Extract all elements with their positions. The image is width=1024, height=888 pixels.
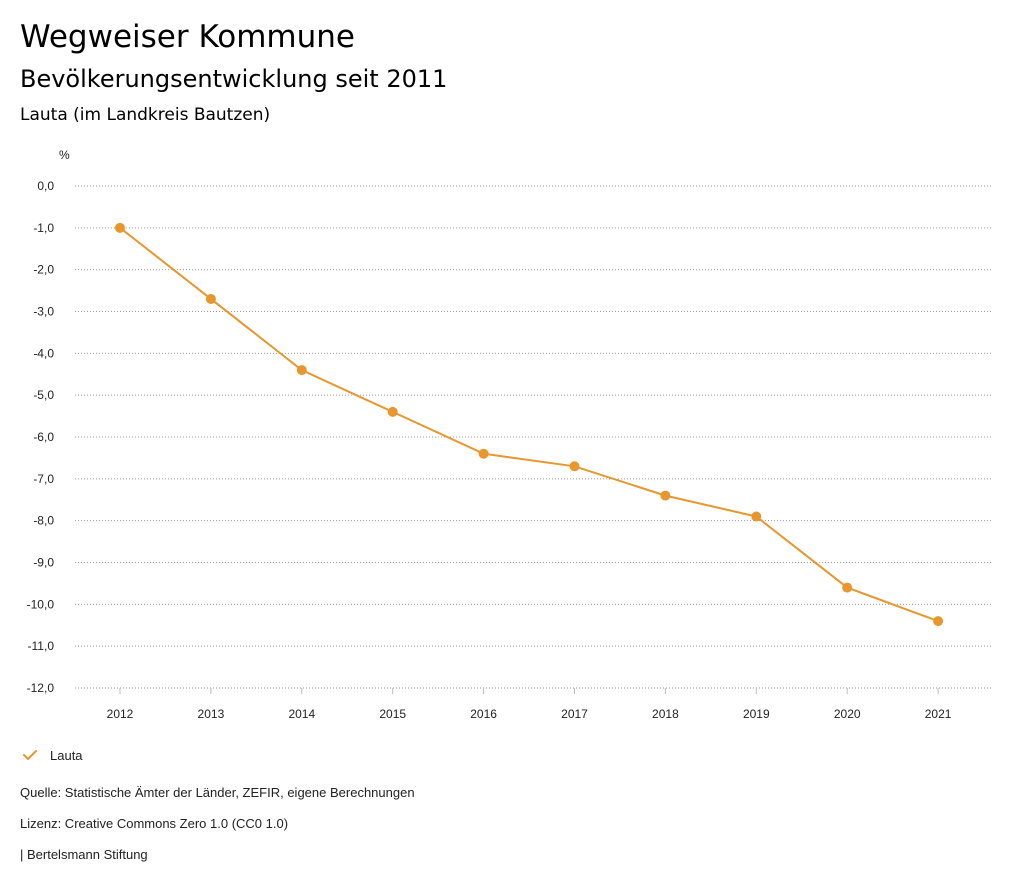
y-tick-label: -2,0 — [33, 263, 54, 277]
page-title: Wegweiser Kommune — [20, 19, 355, 55]
data-point-2021[interactable] — [933, 616, 944, 627]
x-tick-label: 2021 — [925, 707, 952, 721]
y-tick-label: -3,0 — [33, 305, 54, 319]
y-tick-label: -10,0 — [27, 597, 55, 611]
x-tick-label: 2019 — [743, 707, 770, 721]
x-tick-label: 2015 — [379, 707, 406, 721]
legend-item-lauta[interactable]: Lauta — [22, 745, 83, 765]
data-point-2014[interactable] — [296, 365, 307, 376]
data-point-2017[interactable] — [569, 461, 580, 472]
x-tick-label: 2014 — [288, 707, 315, 721]
y-tick-label: -9,0 — [33, 556, 54, 570]
y-axis-unit-label: % — [59, 148, 70, 162]
data-point-2020[interactable] — [842, 582, 853, 593]
license-note: Lizenz: Creative Commons Zero 1.0 (CC0 1… — [20, 816, 289, 831]
x-tick-label: 2013 — [198, 707, 225, 721]
y-tick-label: -8,0 — [33, 514, 54, 528]
publisher-note: | Bertelsmann Stiftung — [20, 847, 148, 862]
x-tick-label: 2018 — [652, 707, 679, 721]
legend-label: Lauta — [50, 747, 83, 763]
y-tick-label: -6,0 — [33, 430, 54, 444]
y-tick-label: -7,0 — [33, 472, 54, 486]
data-point-2018[interactable] — [660, 490, 671, 501]
chart-subtitle: Bevölkerungsentwicklung seit 2011 — [20, 65, 448, 93]
x-tick-label: 2016 — [470, 707, 497, 721]
y-tick-label: -5,0 — [33, 388, 54, 402]
series-line-lauta — [119, 227, 939, 623]
data-point-2013[interactable] — [205, 293, 216, 304]
data-point-2015[interactable] — [387, 406, 398, 417]
data-point-2019[interactable] — [751, 511, 762, 522]
data-point-2016[interactable] — [478, 448, 489, 459]
x-tick-label: 2017 — [561, 707, 588, 721]
x-tick-label: 2020 — [834, 707, 861, 721]
y-tick-label: -12,0 — [27, 681, 55, 695]
y-tick-label: -4,0 — [33, 346, 54, 360]
check-icon — [23, 750, 37, 760]
x-tick-label: 2012 — [107, 707, 134, 721]
y-tick-label: 0,0 — [37, 179, 54, 193]
data-point-2012[interactable] — [115, 222, 125, 233]
grid-lines — [75, 185, 993, 689]
y-tick-label: -1,0 — [33, 221, 54, 235]
region-label: Lauta (im Landkreis Bautzen) — [20, 105, 271, 125]
x-axis-ticks: 2012 2013 2014 2015 2016 2017 2018 2019 2020 2021 — [107, 688, 952, 721]
source-note: Quelle: Statistische Ämter der Länder, Z… — [20, 785, 415, 800]
y-axis-ticks: 0,0 -1,0 -2,0 -3,0 -4,0 -5,0 -6,0 -7,0 -8,0 -9,0 -… — [27, 179, 55, 695]
y-tick-label: -11,0 — [28, 639, 55, 653]
series-points — [115, 222, 944, 627]
line-chart: % 0,0 -1,0 -2,0 -3,0 -4,0 -5,0 -6,0 -7,0 -8,0 -9,… — [27, 148, 993, 721]
